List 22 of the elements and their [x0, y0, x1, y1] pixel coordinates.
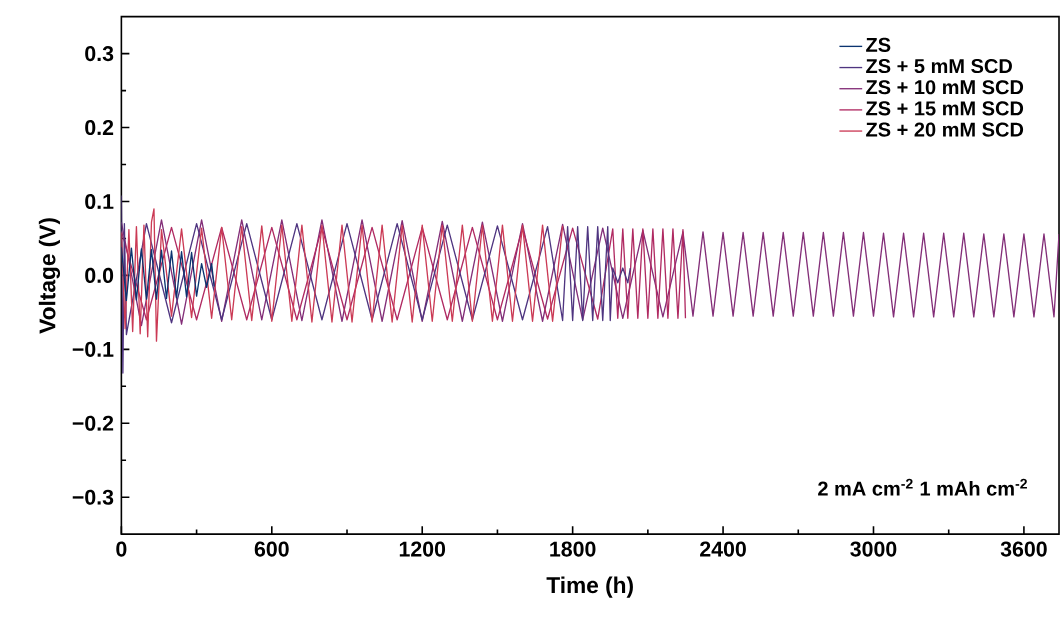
x-axis-title: Time (h) [546, 576, 633, 598]
annotation: 2 mA cm$^{-2}$ 1 mAh cm$^{-2}$ [818, 478, 1027, 496]
y-tick-label: 0.0 [85, 267, 114, 283]
x-tick-label: 1800 [550, 541, 596, 557]
y-tick-label: −0.3 [72, 489, 114, 505]
legend-label: ZS + 15 mM SCD [866, 101, 1024, 116]
y-tick-label: 0.2 [85, 119, 114, 136]
legend-label: ZS [866, 37, 891, 52]
y-tick-label: 0.3 [85, 45, 114, 62]
y-tick-label: −0.2 [72, 415, 114, 431]
y-tick-label: −0.1 [72, 341, 114, 357]
legend-label: ZS + 10 mM SCD [866, 80, 1024, 95]
x-tick-label: 3600 [1000, 541, 1047, 557]
legend-label: ZS + 20 mM SCD [866, 122, 1024, 137]
x-tick-label: 1200 [399, 541, 446, 557]
x-tick-label: 3000 [850, 541, 897, 557]
x-tick-label: 600 [254, 541, 289, 557]
legend-label: ZS + 5 mM SCD [866, 58, 1012, 74]
y-tick-label: 0.1 [85, 193, 114, 209]
y-axis-title: Voltage (V) [38, 218, 61, 334]
x-tick-label: 0 [116, 541, 127, 557]
x-tick-label: 2400 [700, 541, 746, 557]
